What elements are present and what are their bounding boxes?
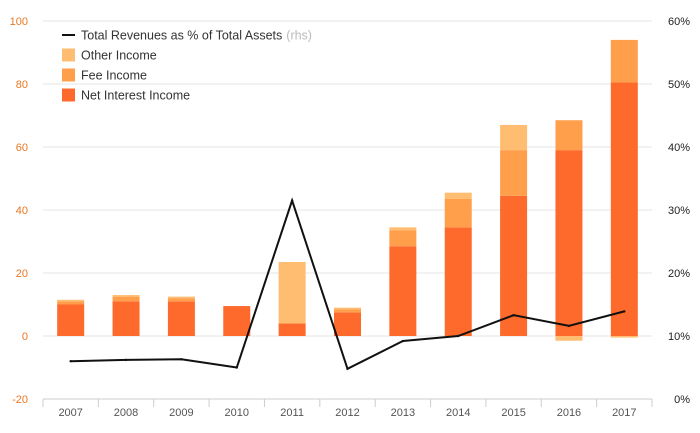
bar-net-interest-income [223, 306, 251, 336]
x-tick-label: 2017 [612, 407, 636, 419]
bar-other-income [57, 299, 85, 302]
x-tick-label: 2012 [335, 407, 359, 419]
legend-swatch [62, 68, 75, 82]
bar-net-interest-income [389, 246, 417, 336]
x-tick-label: 2007 [58, 407, 82, 419]
bar-other-income-negative [610, 336, 638, 338]
x-tick-label: 2008 [114, 407, 138, 419]
x-tick-label: 2014 [446, 407, 470, 419]
bar-fee-income [167, 298, 195, 302]
y-left-tick-label: 40 [16, 205, 28, 217]
bar-other-income-negative [555, 336, 583, 341]
bar-fee-income [57, 301, 85, 305]
y-left-tick-label: 100 [10, 16, 28, 28]
y-right-tick-label: 60% [668, 16, 690, 28]
x-tick-label: 2013 [391, 407, 415, 419]
y-right-tick-label: 10% [668, 331, 690, 343]
legend-label: Total Revenues as % of Total Assets [81, 29, 282, 43]
bar-fee-income [334, 309, 361, 313]
x-tick-label: 2011 [280, 407, 304, 419]
bar-net-interest-income [112, 301, 140, 336]
bar-net-interest-income [167, 301, 195, 336]
bar-fee-income [500, 150, 528, 196]
line-point [346, 367, 349, 370]
y-right-tick-label: 50% [668, 79, 690, 91]
line-point [623, 310, 626, 313]
revenue-ratio-line [70, 197, 625, 371]
y-right-tick-label: 0% [674, 394, 690, 406]
x-tick-label: 2009 [169, 407, 193, 419]
bar-fee-income [112, 296, 140, 302]
line-point [457, 334, 460, 338]
y-right-tick-label: 30% [668, 205, 690, 217]
gridlines [43, 20, 652, 400]
bar-fee-income [444, 198, 472, 228]
bar-other-income [112, 295, 140, 297]
y-left-tick-label: 60 [16, 142, 28, 154]
legend-note: (rhs) [286, 29, 312, 43]
bar-net-interest-income [610, 82, 638, 336]
line-point [290, 199, 294, 202]
legend-swatch [62, 48, 75, 62]
y-left-tick-label: 80 [16, 79, 28, 91]
bar-fee-income [389, 230, 417, 247]
bar-net-interest-income [444, 227, 472, 336]
legend-swatch [62, 88, 75, 102]
line-point [124, 358, 128, 362]
x-tick-label: 2016 [557, 407, 581, 419]
bar-net-interest-income [334, 312, 361, 336]
y-right-tick-label: 20% [668, 268, 690, 280]
line-point [69, 360, 72, 363]
line-point [235, 366, 238, 369]
bars [57, 39, 638, 341]
x-tick-label: 2010 [225, 407, 249, 419]
line-point [180, 358, 183, 361]
legend: Total Revenues as % of Total Assets (rhs)… [62, 29, 312, 103]
bar-fee-income [555, 120, 583, 151]
legend-label: Net Interest Income [81, 89, 190, 103]
bar-other-income [444, 192, 472, 199]
y-left-tick-label: 20 [16, 268, 28, 280]
bar-other-income [500, 124, 528, 151]
bar-net-interest-income [555, 150, 583, 336]
line-point [401, 339, 405, 343]
bar-net-interest-income [57, 304, 85, 336]
bar-other-income [278, 261, 306, 324]
legend-label: Other Income [81, 49, 157, 63]
x-tick-label: 2015 [501, 407, 525, 419]
bar-other-income [167, 296, 195, 299]
axes: -20 0% 0 10% 20 20% 40 30% 60 40% 80 50% 100 60% 2007 2… [10, 16, 691, 419]
revenue-ratio-line-group [69, 197, 626, 371]
line-point [512, 314, 515, 317]
y-right-tick-label: 40% [668, 142, 690, 154]
bar-net-interest-income [500, 195, 528, 336]
bar-fee-income [610, 39, 638, 83]
y-left-tick-label: 0 [22, 331, 28, 343]
line-point [567, 324, 571, 328]
bar-other-income [334, 307, 361, 310]
bar-other-income [389, 227, 417, 231]
legend-label: Fee Income [81, 69, 147, 83]
y-left-tick-label: -20 [12, 394, 28, 406]
bar-net-interest-income [278, 323, 306, 336]
